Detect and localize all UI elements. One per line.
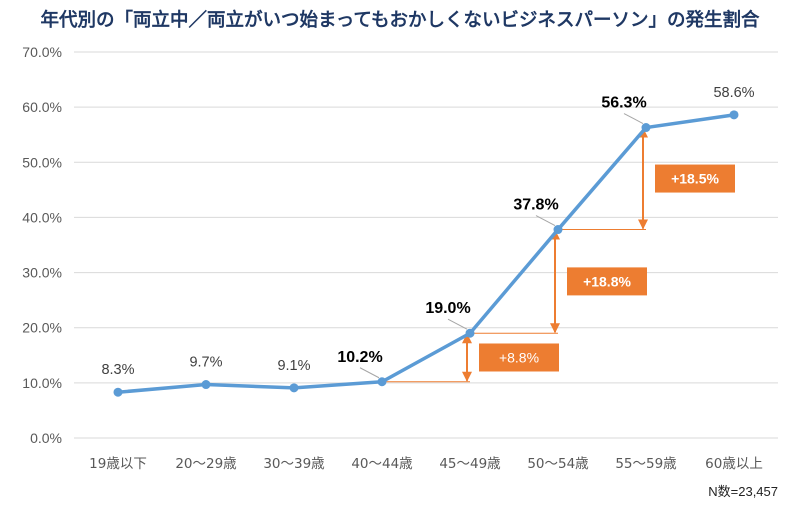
y-tick-label: 70.0% [22, 44, 62, 60]
label-leader-line [623, 113, 644, 124]
y-tick-label: 0.0% [30, 430, 62, 446]
x-tick-label: 19歳以下 [89, 456, 147, 472]
change-badge [655, 164, 735, 193]
y-tick-label: 50.0% [22, 154, 62, 170]
label-leader-line [535, 215, 556, 227]
data-point [465, 328, 475, 338]
x-tick-label: 50〜54歳 [527, 456, 589, 472]
data-point [113, 387, 123, 397]
y-tick-label: 40.0% [22, 209, 62, 225]
y-tick-label: 60.0% [22, 99, 62, 115]
change-badge-label: +18.5% [671, 171, 719, 187]
data-label: 10.2% [337, 349, 382, 366]
data-point [289, 383, 299, 393]
x-tick-label: 20〜29歳 [175, 456, 237, 472]
data-label: 9.1% [277, 358, 310, 374]
data-point [641, 123, 651, 133]
x-tick-label: 40〜44歳 [351, 456, 413, 472]
sample-size-note: N数=23,457 [708, 484, 778, 499]
y-tick-label: 30.0% [22, 265, 62, 281]
x-tick-label: 60歳以上 [705, 456, 763, 472]
data-point [553, 225, 563, 235]
data-label: 58.6% [713, 85, 754, 101]
label-leader-line [447, 318, 468, 330]
x-tick-label: 45〜49歳 [439, 456, 501, 472]
chart-title: 年代別の「両立中／両立がいつ始まってもおかしくないビジネスパーソン」の発生割合 [40, 10, 760, 31]
data-point [729, 110, 739, 120]
series-line [116, 113, 736, 394]
annotation-arrow-down [638, 219, 648, 230]
change-badge-label: +8.8% [499, 349, 539, 365]
change-badge [567, 267, 647, 296]
change-badge [479, 343, 559, 372]
data-point [201, 380, 211, 390]
label-leader-line [359, 367, 380, 379]
data-label: 9.7% [189, 355, 222, 371]
x-tick-label: 30〜39歳 [263, 456, 325, 472]
annotation-arrow-down [550, 323, 560, 334]
annotation-arrow-down [462, 371, 472, 382]
y-tick-label: 20.0% [22, 320, 62, 336]
y-tick-label: 10.0% [22, 375, 62, 391]
change-badge-label: +18.8% [583, 273, 631, 289]
data-label: 56.3% [601, 95, 646, 112]
data-label: 8.3% [101, 362, 134, 378]
data-point [377, 377, 387, 387]
annotation-arrow-up [462, 333, 472, 344]
x-tick-label: 55〜59歳 [615, 456, 677, 472]
data-label: 19.0% [425, 300, 470, 317]
data-label: 37.8% [513, 197, 558, 214]
